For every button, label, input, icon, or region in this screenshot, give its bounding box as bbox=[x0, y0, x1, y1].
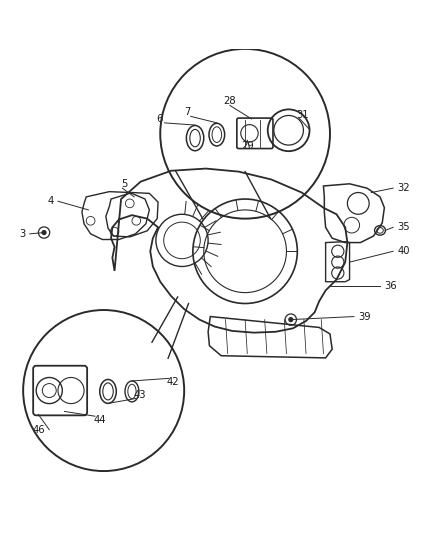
Text: 3: 3 bbox=[19, 229, 25, 239]
Circle shape bbox=[288, 317, 293, 322]
Text: 43: 43 bbox=[134, 390, 146, 400]
Text: 28: 28 bbox=[223, 96, 236, 106]
Text: 39: 39 bbox=[358, 312, 371, 321]
Text: 7: 7 bbox=[184, 107, 191, 117]
Text: 5: 5 bbox=[121, 179, 127, 189]
Text: 35: 35 bbox=[397, 222, 410, 232]
Text: 32: 32 bbox=[397, 183, 410, 193]
Text: 46: 46 bbox=[32, 425, 45, 435]
Text: 42: 42 bbox=[167, 377, 180, 387]
Text: 29: 29 bbox=[241, 141, 254, 150]
Text: 40: 40 bbox=[397, 246, 410, 256]
Text: 36: 36 bbox=[385, 281, 397, 291]
Text: 31: 31 bbox=[297, 110, 309, 120]
Text: 4: 4 bbox=[47, 196, 53, 206]
Text: 44: 44 bbox=[93, 415, 106, 425]
Text: 6: 6 bbox=[156, 114, 162, 124]
Circle shape bbox=[42, 230, 47, 235]
